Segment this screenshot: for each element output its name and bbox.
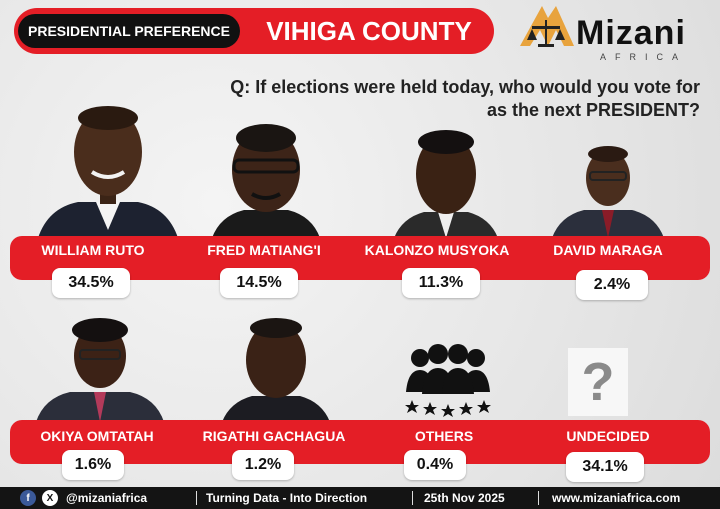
county-title: VIHIGA COUNTY xyxy=(266,15,472,46)
question-line-2: as the next PRESIDENT? xyxy=(486,100,700,120)
presidential-preference-badge: PRESIDENTIAL PREFERENCE xyxy=(18,14,240,48)
question-line-1: Q: If elections were held today, who wou… xyxy=(230,77,700,97)
candidate-name-6: RIGATHI GACHAGUA xyxy=(202,428,346,444)
candidate-percent-2: 14.5% xyxy=(220,268,298,298)
footer-tagline: Turning Data - Into Direction xyxy=(206,491,368,505)
photo-rigathi-gachagua xyxy=(222,316,330,422)
photo-okiya-omtatah xyxy=(36,318,164,422)
footer-date: 25th Nov 2025 xyxy=(424,491,505,505)
candidate-percent-5: 1.6% xyxy=(62,450,124,480)
brand-name: Mizani xyxy=(576,14,686,52)
people-group-icon xyxy=(398,344,498,420)
candidate-percent-7: 0.4% xyxy=(404,450,466,480)
candidate-percent-8: 34.1% xyxy=(566,452,644,482)
footer-divider-2 xyxy=(412,491,413,505)
photo-david-maraga xyxy=(552,144,664,238)
mizani-logo xyxy=(512,0,720,62)
candidate-name-4: DAVID MARAGA xyxy=(553,242,663,258)
candidate-percent-4: 2.4% xyxy=(576,270,648,300)
question-mark-icon: ? xyxy=(568,348,628,416)
footer-divider-1 xyxy=(196,491,197,505)
brand-sub: AFRICA xyxy=(600,52,688,62)
candidate-name-7: OTHERS xyxy=(414,428,474,444)
social-handle[interactable]: @mizaniafrica xyxy=(66,491,148,505)
footer-bar: f X @mizaniafrica Turning Data - Into Di… xyxy=(0,487,720,509)
footer-divider-3 xyxy=(538,491,539,505)
photo-fred-matiangi xyxy=(212,118,320,238)
candidate-percent-3: 11.3% xyxy=(402,268,480,298)
candidate-percent-6: 1.2% xyxy=(232,450,294,480)
svg-text:?: ? xyxy=(582,352,615,412)
candidate-name-8: UNDECIDED xyxy=(566,428,650,444)
candidate-name-2: FRED MATIANG'I xyxy=(207,242,321,258)
photo-kalonzo-musyoka xyxy=(394,124,498,238)
candidate-name-1: WILLIAM RUTO xyxy=(41,242,145,258)
footer-website[interactable]: www.mizaniafrica.com xyxy=(552,491,681,505)
photo-william-ruto xyxy=(38,98,178,238)
candidate-name-5: OKIYA OMTATAH xyxy=(40,428,154,444)
candidate-percent-1: 34.5% xyxy=(52,268,130,298)
survey-question: Q: If elections were held today, who wou… xyxy=(200,76,700,122)
facebook-icon[interactable]: f xyxy=(20,490,36,506)
candidate-name-3: KALONZO MUSYOKA xyxy=(364,242,510,258)
x-icon[interactable]: X xyxy=(42,490,58,506)
